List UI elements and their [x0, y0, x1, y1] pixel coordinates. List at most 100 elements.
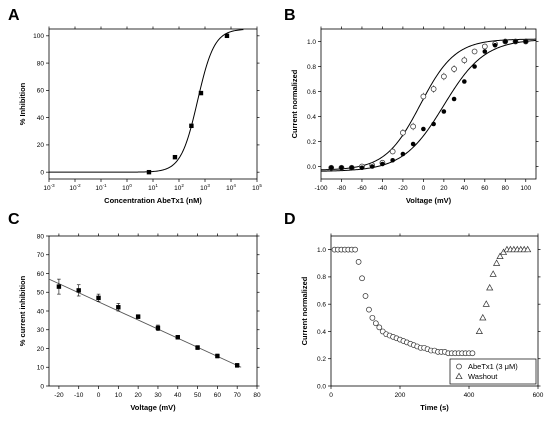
x-tick-label: 20	[135, 392, 143, 399]
data-point	[461, 57, 468, 64]
x-tick-label: 60	[481, 185, 489, 192]
x-tick-label: 10	[115, 392, 123, 399]
data-point	[146, 169, 152, 175]
data-point	[451, 96, 457, 102]
data-point	[482, 49, 488, 54]
y-tick-label: 20	[37, 142, 45, 149]
data-point	[349, 165, 355, 171]
data-point	[524, 245, 532, 253]
fit-curve	[320, 38, 537, 171]
y-tick-label: 0	[40, 169, 44, 176]
y-axis-label: Current normalized	[300, 276, 309, 345]
x-axis-label: Time (s)	[420, 403, 449, 412]
data-point	[96, 295, 101, 301]
data-point	[116, 305, 121, 310]
panel-letter: D	[284, 211, 296, 228]
x-tick-label: 10-2	[69, 183, 81, 192]
data-point	[215, 353, 220, 359]
data-point	[366, 306, 372, 313]
data-point	[369, 314, 376, 321]
x-axis-label: Concentration AbeTx1 (nM)	[104, 196, 202, 205]
y-tick-label: 1.0	[317, 247, 326, 254]
data-point	[376, 324, 383, 331]
x-tick-label: 20	[440, 185, 448, 192]
legend-label: AbeTx1 (3 μM)	[468, 362, 518, 371]
y-axis-label: Current normalized	[290, 69, 299, 138]
x-tick-label: 0	[97, 392, 101, 399]
x-axis-label: Voltage (mV)	[130, 403, 176, 412]
data-point	[352, 246, 358, 253]
data-point	[481, 43, 488, 50]
data-point	[400, 129, 406, 136]
x-tick-label: 80	[253, 392, 261, 399]
x-tick-label: 40	[174, 392, 182, 399]
data-point	[234, 363, 240, 368]
y-tick-label: 0.2	[307, 139, 316, 146]
data-point	[400, 151, 406, 157]
data-point	[175, 335, 180, 340]
data-point	[410, 123, 416, 130]
data-point	[224, 33, 230, 39]
data-point	[339, 165, 344, 171]
y-tick-label: 100	[33, 33, 44, 40]
data-point	[362, 293, 369, 299]
x-tick-label: 10-1	[95, 183, 107, 192]
x-tick-label: 70	[234, 392, 242, 399]
data-point	[420, 93, 427, 100]
y-tick-label: 0.6	[307, 89, 316, 96]
x-tick-label: 50	[194, 392, 202, 399]
x-axis-label: Voltage (mV)	[406, 196, 452, 205]
y-tick-label: 1.0	[307, 39, 316, 46]
panel-letter: C	[8, 211, 20, 228]
x-tick-label: 30	[154, 392, 162, 399]
x-tick-label: -100	[314, 185, 327, 192]
x-tick-label: -40	[378, 185, 388, 192]
data-point	[482, 300, 490, 307]
panel-b: -100 -80 -60 -40 -20 0 20 40 60 80 100 0.0 0.2 0.4 0.6…	[284, 7, 539, 205]
x-tick-label: 103	[200, 183, 210, 192]
y-tick-label: 10	[37, 365, 45, 372]
data-point	[56, 284, 62, 289]
x-tick-label: 0	[329, 392, 333, 399]
data-point	[502, 39, 508, 44]
data-point	[195, 345, 200, 350]
data-point	[513, 39, 518, 44]
data-point	[189, 123, 194, 129]
y-tick-label: 80	[37, 60, 45, 67]
y-tick-label: 50	[37, 290, 45, 297]
fit-line	[48, 278, 242, 368]
legend-label: Washout	[468, 372, 498, 381]
data-point	[135, 314, 141, 319]
data-point	[469, 350, 476, 357]
data-point	[155, 325, 161, 331]
data-point	[421, 126, 426, 132]
y-tick-label: 40	[37, 308, 45, 315]
x-tick-label: 80	[502, 185, 510, 192]
data-point	[486, 283, 494, 291]
data-point	[355, 259, 362, 265]
data-point	[172, 154, 178, 160]
data-point	[76, 288, 81, 293]
x-tick-label: 60	[214, 392, 222, 399]
data-point	[455, 372, 463, 380]
panel-d: 0 200 400 600 0.0 0.2 0.4 0.6 0.8 1.0 Time (s) Curr…	[284, 211, 544, 412]
y-tick-label: 30	[37, 327, 45, 334]
legend-box	[449, 358, 537, 385]
y-tick-label: 70	[37, 252, 45, 259]
data-point	[359, 275, 365, 282]
x-tick-label: 0	[422, 185, 426, 192]
data-point	[475, 327, 483, 335]
data-point	[479, 313, 487, 321]
x-tick-label: 101	[148, 183, 158, 192]
fit-curve	[320, 39, 537, 172]
y-tick-label: 0.4	[317, 329, 326, 336]
x-tick-label: -20	[54, 392, 64, 399]
data-point	[462, 79, 467, 84]
x-tick-label: 200	[395, 392, 406, 399]
data-point	[492, 42, 498, 48]
data-point	[472, 64, 477, 69]
data-point	[389, 148, 396, 155]
y-tick-label: 0.8	[307, 64, 316, 71]
x-tick-label: -60	[357, 185, 367, 192]
data-point	[390, 157, 395, 163]
